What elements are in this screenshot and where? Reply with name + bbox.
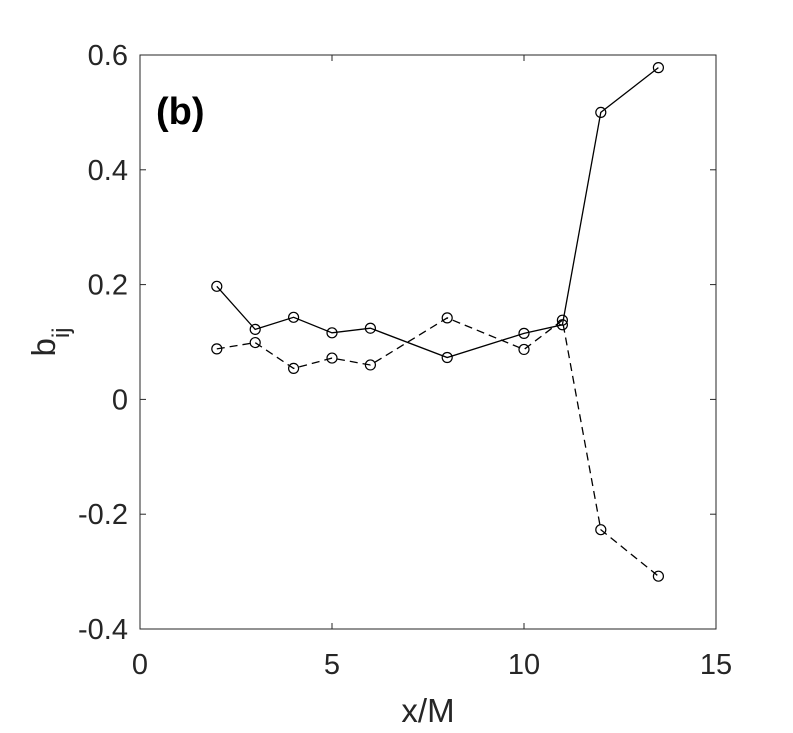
x-tick-labels: 0 5 10 15	[132, 649, 732, 681]
data-point	[326, 352, 338, 364]
data-point	[518, 343, 530, 356]
x-axis-title: x/M	[401, 692, 454, 729]
data-point	[326, 327, 338, 339]
y-tick-label: 0.4	[88, 155, 128, 187]
series-line	[216, 317, 659, 577]
data-point	[249, 336, 261, 349]
series-line	[216, 67, 659, 359]
data-point	[288, 311, 300, 323]
data-point	[441, 312, 453, 324]
data-point	[595, 524, 607, 536]
data-point	[652, 570, 665, 582]
x-tick-label: 15	[700, 649, 732, 681]
svg-text:bij: bij	[25, 327, 75, 356]
panel-label: (b)	[156, 91, 205, 133]
y-tick-label: -0.4	[78, 614, 128, 646]
plot-area	[139, 54, 717, 630]
data-point	[364, 359, 376, 371]
y-axis-title: bij	[25, 327, 75, 356]
series-layer	[211, 62, 665, 582]
data-point	[364, 322, 376, 334]
x-tick-label: 10	[508, 649, 540, 681]
y-tick-label: 0.6	[88, 40, 128, 72]
y-axis-title-base: b	[25, 338, 62, 356]
data-point	[595, 106, 607, 119]
data-point	[211, 280, 223, 292]
y-tick-label: -0.2	[78, 499, 128, 531]
x-tick-label: 5	[324, 649, 340, 681]
y-tick-label: 0.2	[88, 270, 128, 302]
data-point	[211, 343, 223, 355]
data-point	[556, 314, 569, 326]
y-tick-label: 0	[112, 384, 128, 416]
axis-ticks	[139, 54, 717, 630]
data-point	[441, 351, 453, 364]
y-tick-labels: -0.4 -0.2 0 0.2 0.4 0.6	[78, 40, 128, 646]
x-tick-label: 0	[132, 649, 148, 681]
data-point	[288, 362, 300, 375]
series-2	[211, 312, 665, 582]
data-point	[518, 327, 530, 339]
y-axis-title-subscript: ij	[48, 327, 75, 338]
data-point	[249, 323, 261, 335]
data-point	[652, 62, 665, 74]
